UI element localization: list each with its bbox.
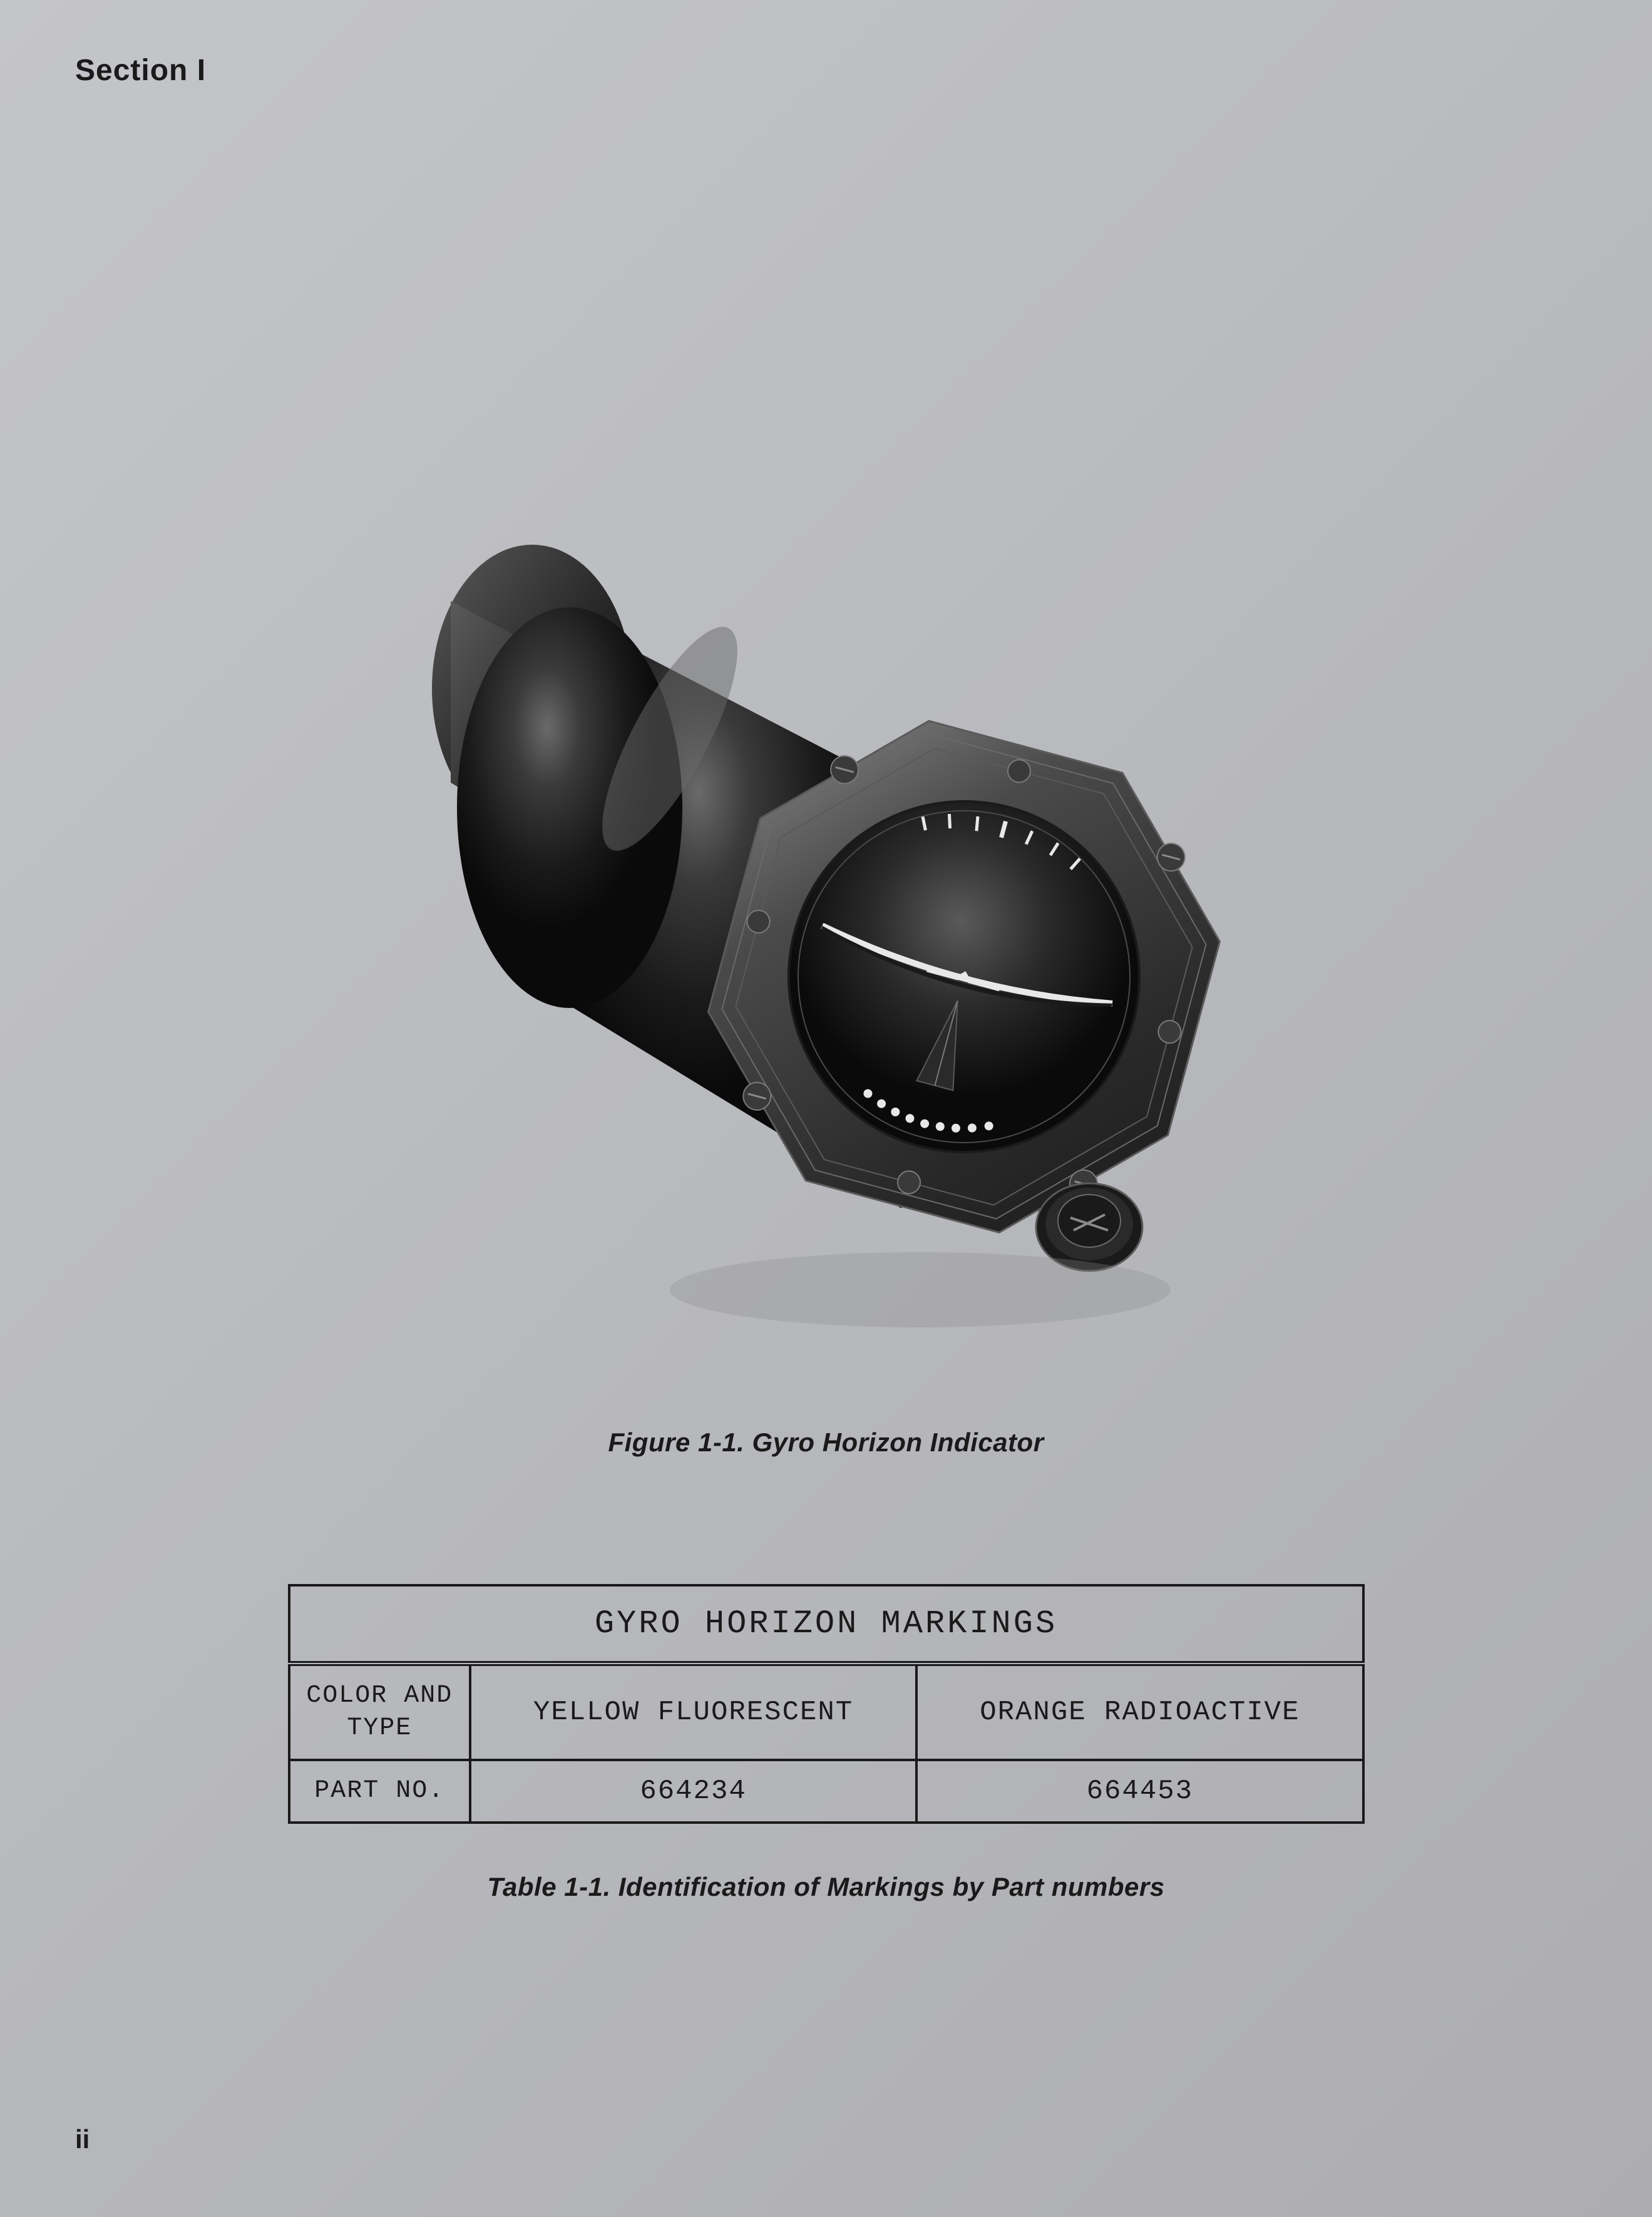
cell-color-type-1: YELLOW FLUORESCENT: [470, 1664, 916, 1760]
gyro-horizon-svg: [326, 488, 1327, 1396]
markings-table-container: GYRO HORIZON MARKINGS COLOR AND TYPE YEL…: [288, 1584, 1365, 1824]
table-title: GYRO HORIZON MARKINGS: [289, 1585, 1363, 1664]
markings-table: GYRO HORIZON MARKINGS COLOR AND TYPE YEL…: [288, 1584, 1365, 1824]
row-label-color-type: COLOR AND TYPE: [289, 1664, 470, 1760]
cell-part-no-1: 664234: [470, 1760, 916, 1823]
cell-color-type-2: ORANGE RADIOACTIVE: [916, 1664, 1363, 1760]
cell-part-no-2: 664453: [916, 1760, 1363, 1823]
figure-illustration: [326, 488, 1327, 1396]
figure-caption: Figure 1-1. Gyro Horizon Indicator: [608, 1427, 1044, 1458]
row-label-part-no: PART NO.: [289, 1760, 470, 1823]
section-header: Section I: [75, 53, 206, 88]
page-number: ii: [75, 2124, 90, 2154]
table-caption: Table 1-1. Identification of Markings by…: [487, 1872, 1164, 1902]
